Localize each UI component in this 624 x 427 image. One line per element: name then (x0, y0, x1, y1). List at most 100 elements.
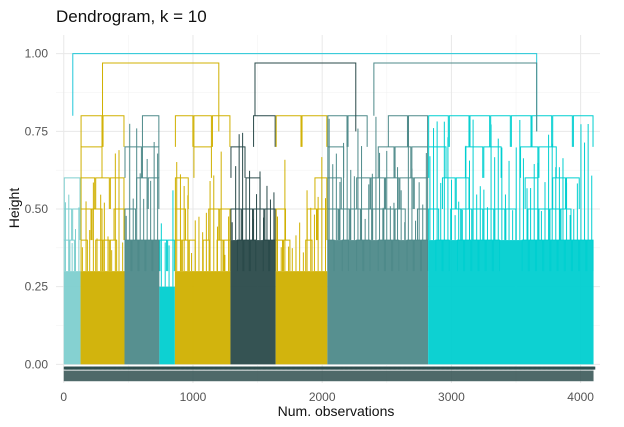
merge-bracket (383, 208, 395, 241)
merge-bracket (494, 208, 506, 241)
merge-bracket (483, 208, 495, 241)
top-merge-bracket (373, 62, 538, 132)
dendrogram-branches (63, 53, 594, 365)
merge-bracket (262, 239, 270, 272)
merge-bracket (411, 146, 429, 178)
cluster-dense-block (80, 271, 125, 365)
merge-bracket (145, 239, 153, 272)
merge-bracket (245, 177, 261, 209)
merge-bracket (524, 177, 539, 209)
x-tick-label: 3000 (438, 390, 465, 404)
merge-bracket (167, 239, 175, 272)
merge-bracket (152, 239, 160, 272)
merge-bracket (327, 115, 348, 147)
merge-bracket (283, 239, 291, 272)
merge-bracket (538, 208, 550, 241)
cluster-dense-block (63, 271, 81, 365)
merge-bracket (370, 177, 385, 209)
merge-bracket (428, 146, 447, 178)
axis-ticks: 0.00 0.25 0.50 0.75 1.00 0 1000 2000 3000 4000 (25, 47, 595, 404)
merge-bracket (253, 115, 276, 147)
merge-bracket (406, 239, 414, 272)
merge-bracket (317, 208, 328, 241)
y-tick-label: 0.00 (25, 357, 49, 371)
merge-bracket (95, 177, 110, 209)
merge-bracket (543, 239, 551, 272)
merge-bracket (301, 115, 328, 147)
merge-bracket (223, 239, 231, 272)
merge-bracket (387, 115, 408, 147)
merge-bracket (560, 208, 572, 241)
merge-bracket (356, 177, 371, 209)
y-tick-label: 0.50 (25, 202, 49, 216)
merge-bracket (305, 239, 313, 272)
merge-bracket (141, 115, 160, 147)
merge-bracket (360, 208, 373, 241)
merge-bracket (392, 239, 400, 272)
merge-bracket (174, 208, 186, 241)
merge-bracket (428, 208, 440, 241)
merge-bracket (384, 177, 400, 209)
merge-bracket (483, 146, 502, 178)
merge-bracket (109, 239, 118, 272)
merge-bracket (327, 146, 345, 178)
merge-bracket (243, 239, 250, 272)
merge-bracket (80, 146, 103, 178)
merge-bracket (372, 208, 384, 241)
y-tick-label: 0.25 (25, 280, 49, 294)
merge-bracket (510, 115, 532, 147)
merge-bracket (138, 239, 146, 272)
merge-bracket (124, 208, 137, 241)
merge-bracket (552, 115, 573, 147)
merge-bracket (141, 146, 160, 178)
merge-bracket (230, 208, 242, 241)
merge-bracket (536, 239, 544, 272)
merge-bracket (384, 239, 393, 272)
merge-bracket (377, 146, 395, 178)
merge-bracket (230, 146, 246, 178)
merge-bracket (356, 239, 364, 272)
merge-bracket (80, 177, 96, 209)
merge-bracket (236, 239, 244, 272)
merge-bracket (442, 239, 450, 272)
merge-bracket (552, 177, 566, 209)
merge-bracket (416, 208, 429, 241)
merge-bracket (174, 115, 194, 147)
merge-bracket (80, 115, 103, 147)
merge-bracket (124, 239, 132, 272)
merge-bracket (264, 208, 276, 241)
merge-bracket (520, 146, 539, 178)
merge-bracket (249, 239, 257, 272)
merge-bracket (147, 177, 160, 209)
merge-bracket (455, 177, 470, 209)
cluster-dense-block (124, 240, 160, 365)
merge-bracket (63, 239, 70, 272)
merge-bracket (341, 239, 349, 272)
merge-bracket (461, 208, 473, 241)
merge-bracket (193, 115, 212, 147)
merge-bracket (72, 208, 81, 241)
cluster-dense-block (230, 240, 276, 365)
top-merge-bracket (102, 62, 220, 132)
merge-bracket (95, 239, 103, 272)
merge-bracket (579, 239, 587, 272)
merge-bracket (109, 177, 125, 209)
merge-bracket (241, 208, 254, 241)
merge-bracket (538, 146, 557, 178)
merge-bracket (464, 239, 472, 272)
merge-bracket (428, 115, 449, 147)
merge-bracket (450, 208, 462, 241)
merge-bracket (572, 115, 594, 147)
merge-bracket (347, 115, 368, 147)
merge-bracket (253, 208, 265, 241)
merge-bracket (80, 208, 92, 241)
merge-bracket (174, 239, 182, 272)
merge-bracket (349, 208, 361, 241)
y-axis-title: Height (6, 188, 22, 229)
merge-bracket (490, 115, 511, 147)
merge-bracket (275, 208, 286, 241)
merge-bracket (208, 208, 220, 241)
x-axis-title: Num. observations (278, 403, 395, 419)
merge-bracket (478, 239, 486, 272)
